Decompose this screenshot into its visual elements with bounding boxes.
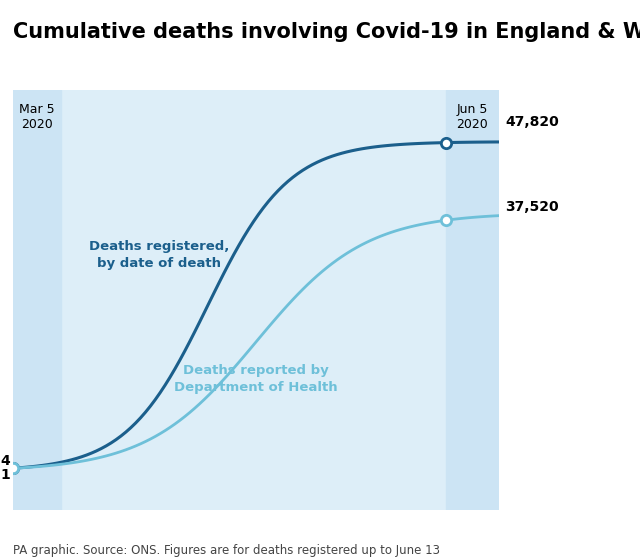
Point: [440, 138, 451, 147]
Point: [8, 464, 18, 473]
Text: Deaths reported by
Department of Health: Deaths reported by Department of Health: [174, 364, 338, 394]
Point: [440, 216, 451, 225]
Text: Jun 5
2020: Jun 5 2020: [456, 104, 488, 132]
Text: Cumulative deaths involving Covid-19 in England & Wales: Cumulative deaths involving Covid-19 in …: [13, 22, 640, 43]
Text: 47,820: 47,820: [506, 115, 559, 129]
Text: PA graphic. Source: ONS. Figures are for deaths registered up to June 13: PA graphic. Source: ONS. Figures are for…: [13, 544, 440, 557]
Text: 1: 1: [1, 468, 10, 482]
Point: [8, 464, 18, 473]
Bar: [445, 90, 499, 510]
Bar: [13, 90, 61, 510]
Text: Mar 5
2020: Mar 5 2020: [19, 104, 55, 132]
Text: Deaths registered,
by date of death: Deaths registered, by date of death: [88, 240, 229, 270]
Text: 4: 4: [1, 454, 10, 468]
Text: 37,520: 37,520: [506, 199, 559, 213]
